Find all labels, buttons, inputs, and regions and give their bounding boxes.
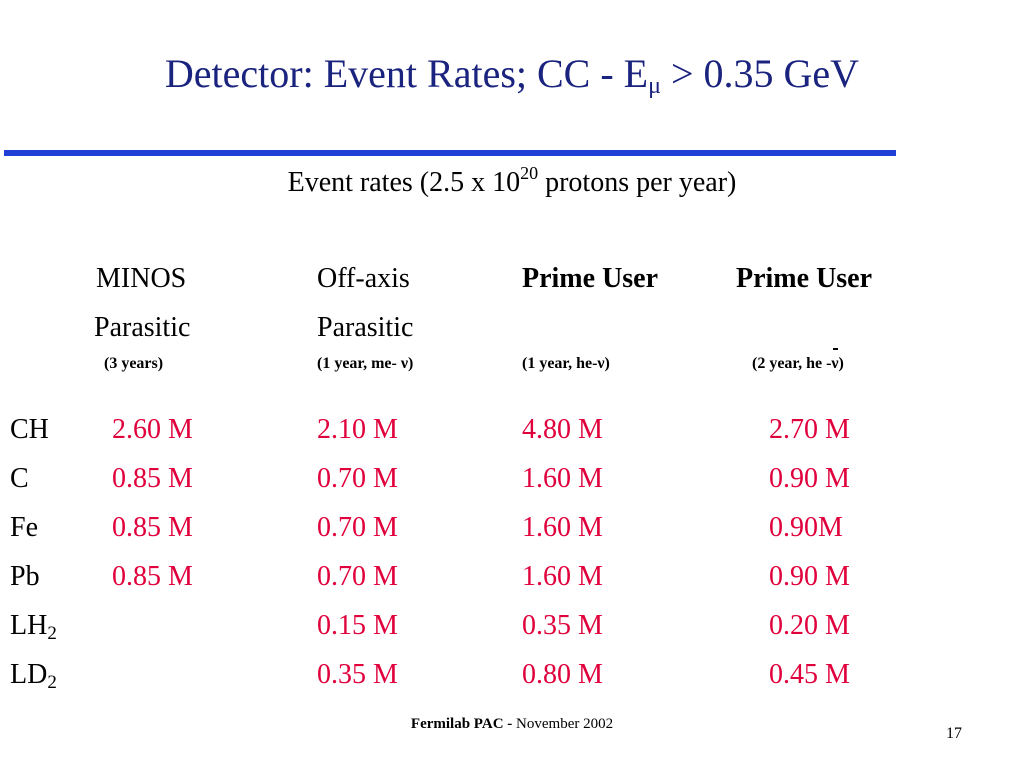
cell-pb-offaxis: 0.70 M — [317, 561, 398, 592]
cell-c-offaxis: 0.70 M — [317, 463, 398, 494]
col-offaxis-line2: Parasitic — [317, 312, 414, 343]
cell-fe-minos: 0.85 M — [112, 512, 193, 543]
cell-pb-minos: 0.85 M — [112, 561, 193, 592]
cell-pb-prime1: 1.60 M — [522, 561, 603, 592]
cell-c-minos: 0.85 M — [112, 463, 193, 494]
cell-fe-offaxis: 0.70 M — [317, 512, 398, 543]
col-offaxis-note: (1 year, me- ν) — [317, 355, 414, 372]
slide-subtitle: Event rates (2.5 x 1020 protons per year… — [287, 163, 737, 198]
col-prime-user-2-line1: Prime User — [736, 263, 873, 294]
col-prime-user-1-note: (1 year, he-ν) — [522, 355, 610, 372]
row-label-pb: Pb — [10, 561, 40, 592]
antineutrino-symbol: ν — [831, 348, 839, 372]
cell-ld2-prime2: 0.45 M — [769, 659, 850, 690]
cell-c-prime1: 1.60 M — [522, 463, 603, 494]
slide-title: Detector: Event Rates; CC - Eμ > 0.35 Ge… — [164, 51, 860, 99]
title-divider — [4, 150, 896, 156]
cell-fe-prime1: 1.60 M — [522, 512, 603, 543]
row-label-lh2: LH2 — [10, 610, 57, 644]
col-prime-user-1-line1: Prime User — [522, 263, 659, 294]
col-minos-line1: MINOS — [96, 263, 187, 294]
cell-ch-prime1: 4.80 M — [522, 414, 603, 445]
cell-ld2-prime1: 0.80 M — [522, 659, 603, 690]
row-label-ch: CH — [10, 414, 49, 445]
page-number: 17 — [946, 725, 962, 742]
cell-fe-prime2: 0.90M — [769, 512, 843, 543]
col-offaxis-line1: Off-axis — [317, 263, 410, 294]
col-prime-user-2-note: (2 year, he -ν) — [752, 348, 844, 372]
col-minos-line2: Parasitic — [94, 312, 191, 343]
slide-footer: Fermilab PAC - November 2002 — [410, 716, 614, 732]
cell-ch-prime2: 2.70 M — [769, 414, 850, 445]
cell-lh2-offaxis: 0.15 M — [317, 610, 398, 641]
row-label-fe: Fe — [10, 512, 38, 543]
cell-lh2-prime2: 0.20 M — [769, 610, 850, 641]
col-minos-note: (3 years) — [104, 355, 164, 372]
cell-pb-prime2: 0.90 M — [769, 561, 850, 592]
row-label-c: C — [10, 463, 29, 494]
cell-ld2-offaxis: 0.35 M — [317, 659, 398, 690]
cell-ch-offaxis: 2.10 M — [317, 414, 398, 445]
row-label-ld2: LD2 — [10, 659, 57, 693]
cell-c-prime2: 0.90 M — [769, 463, 850, 494]
cell-lh2-prime1: 0.35 M — [522, 610, 603, 641]
cell-ch-minos: 2.60 M — [112, 414, 193, 445]
